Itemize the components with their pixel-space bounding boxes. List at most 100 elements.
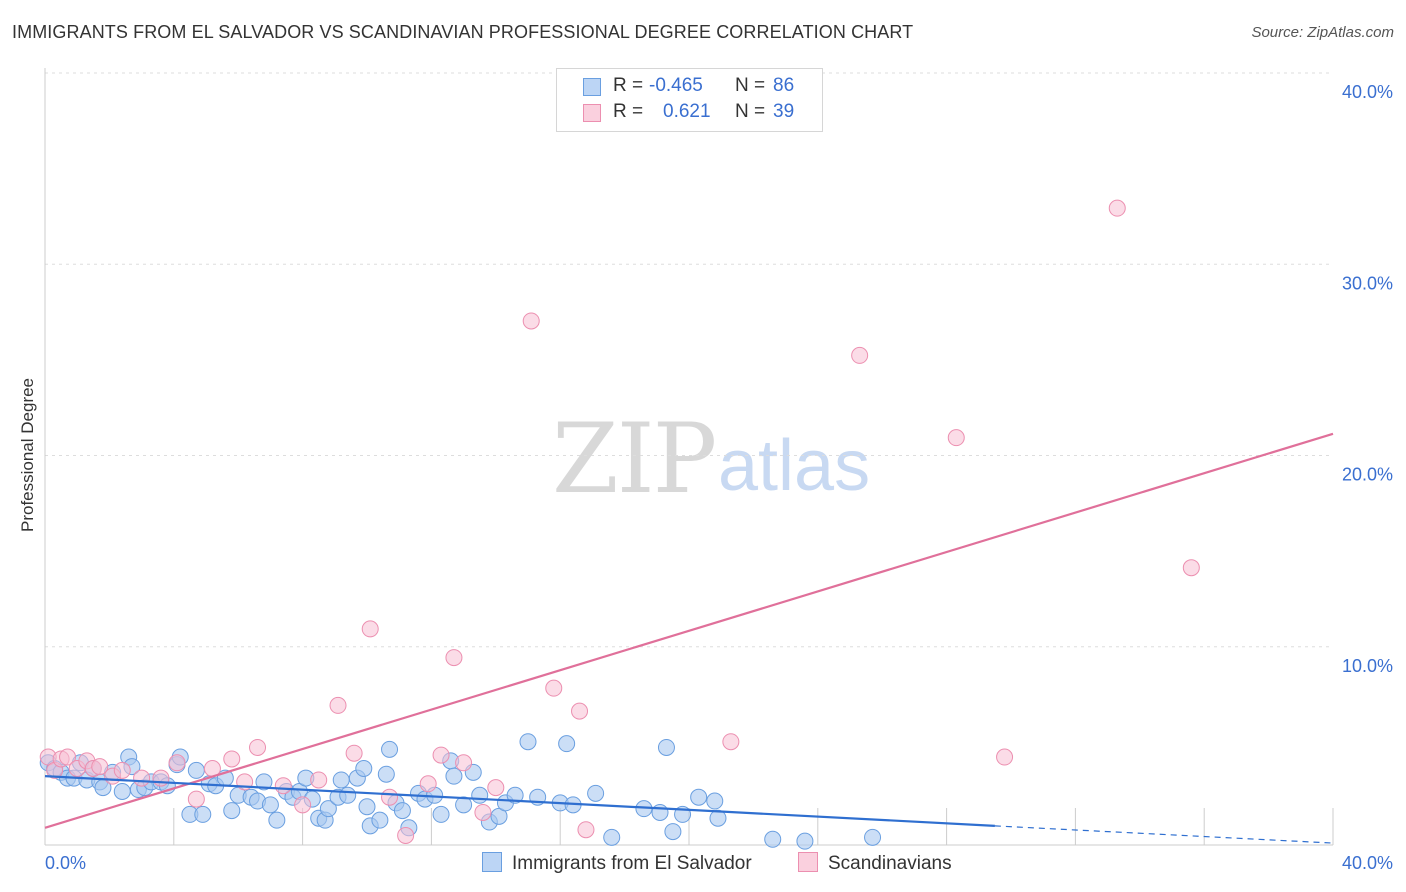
legend-r-value: -0.465 bbox=[649, 75, 703, 96]
bottom-legend-scandinavians: Scandinavians bbox=[798, 852, 952, 875]
data-point-el-salvador bbox=[223, 802, 241, 820]
data-point-el-salvador bbox=[187, 761, 205, 779]
data-point-scandinavians bbox=[168, 754, 186, 772]
data-point-scandinavians bbox=[187, 790, 205, 808]
data-point-scandinavians bbox=[381, 788, 399, 806]
data-point-scandinavians bbox=[223, 750, 241, 768]
data-point-scandinavians bbox=[455, 754, 473, 772]
grid-lines bbox=[45, 72, 1333, 648]
data-point-el-salvador bbox=[377, 765, 395, 783]
data-point-el-salvador bbox=[113, 782, 131, 800]
legend-r-label: R = bbox=[613, 75, 644, 96]
data-point-scandinavians bbox=[294, 796, 312, 814]
chart-title: IMMIGRANTS FROM EL SALVADOR VS SCANDINAV… bbox=[12, 22, 914, 42]
data-point-scandinavians bbox=[851, 346, 869, 364]
data-point-scandinavians bbox=[522, 312, 540, 330]
data-point-el-salvador bbox=[371, 811, 389, 829]
bottom-legend-swatch-pink bbox=[798, 852, 818, 872]
legend-n-value: 86 bbox=[773, 75, 795, 96]
bottom-legend-el-salvador: Immigrants from El Salvador bbox=[482, 852, 752, 875]
data-point-scandinavians bbox=[152, 769, 170, 787]
legend-r-label: R = bbox=[613, 101, 644, 122]
series-scandinavians-points bbox=[39, 199, 1200, 844]
data-point-scandinavians bbox=[1108, 199, 1126, 217]
bottom-legend-label: Scandinavians bbox=[828, 853, 952, 874]
data-point-scandinavians bbox=[487, 779, 505, 797]
data-point-el-salvador bbox=[194, 805, 212, 823]
legend-swatch-blue bbox=[583, 78, 601, 96]
data-point-scandinavians bbox=[397, 826, 415, 844]
data-point-scandinavians bbox=[361, 620, 379, 638]
data-point-el-salvador bbox=[651, 803, 669, 821]
data-point-el-salvador bbox=[764, 830, 782, 848]
data-point-el-salvador bbox=[339, 786, 357, 804]
legend-n-value: 39 bbox=[773, 101, 795, 122]
x-tick-label: 40.0% bbox=[1342, 853, 1393, 873]
data-point-scandinavians bbox=[545, 679, 563, 697]
data-point-scandinavians bbox=[133, 769, 151, 787]
data-point-scandinavians bbox=[345, 744, 363, 762]
data-point-scandinavians bbox=[274, 777, 292, 795]
data-point-scandinavians bbox=[1182, 559, 1200, 577]
data-point-el-salvador bbox=[261, 796, 279, 814]
data-point-scandinavians bbox=[310, 771, 328, 789]
data-point-scandinavians bbox=[577, 821, 595, 839]
data-point-scandinavians bbox=[59, 748, 77, 766]
data-point-el-salvador bbox=[709, 809, 727, 827]
watermark-atlas: atlas bbox=[718, 426, 871, 506]
data-point-el-salvador bbox=[506, 786, 524, 804]
data-point-el-salvador bbox=[358, 798, 376, 816]
data-point-scandinavians bbox=[445, 649, 463, 667]
data-point-scandinavians bbox=[947, 429, 965, 447]
data-point-scandinavians bbox=[329, 696, 347, 714]
y-tick-label: 20.0% bbox=[1342, 465, 1393, 485]
data-point-el-salvador bbox=[355, 760, 373, 777]
watermark-zip: ZIP bbox=[552, 403, 717, 515]
data-point-el-salvador bbox=[432, 805, 450, 823]
data-point-scandinavians bbox=[113, 761, 131, 779]
data-point-el-salvador bbox=[455, 796, 473, 814]
trend-line-el-salvador bbox=[44, 775, 995, 827]
data-point-el-salvador bbox=[381, 740, 399, 758]
source-label: Source: ZipAtlas.com bbox=[1251, 24, 1394, 41]
trend-line-el-salvador-extension bbox=[994, 825, 1334, 844]
legend-n-label: N = bbox=[735, 101, 766, 122]
legend-r-value: 0.621 bbox=[663, 101, 711, 122]
y-tick-label: 40.0% bbox=[1342, 82, 1393, 102]
y-tick-label: 30.0% bbox=[1342, 273, 1393, 293]
data-point-el-salvador bbox=[796, 832, 814, 850]
data-point-el-salvador bbox=[268, 811, 286, 829]
data-point-el-salvador bbox=[332, 771, 350, 789]
data-point-scandinavians bbox=[474, 803, 492, 821]
trend-lines bbox=[44, 432, 1334, 844]
x-tick-label: 0.0% bbox=[45, 853, 86, 873]
data-point-scandinavians bbox=[419, 775, 437, 793]
data-point-el-salvador bbox=[255, 773, 273, 791]
data-point-scandinavians bbox=[249, 738, 267, 756]
data-point-scandinavians bbox=[432, 746, 450, 764]
data-point-el-salvador bbox=[603, 828, 621, 846]
bottom-legend-swatch-blue bbox=[482, 852, 502, 872]
data-point-scandinavians bbox=[722, 733, 740, 751]
legend-swatch-pink bbox=[583, 104, 601, 122]
data-point-scandinavians bbox=[91, 758, 109, 776]
axes bbox=[44, 68, 1334, 846]
correlation-legend: R = -0.465 N = 86 R = 0.621 N = 39 bbox=[556, 68, 823, 132]
data-point-el-salvador bbox=[519, 733, 537, 751]
tick-labels: 10.0% 20.0% 30.0% 40.0% 0.0% 40.0% bbox=[45, 82, 1393, 873]
legend-n-label: N = bbox=[735, 75, 766, 96]
data-point-el-salvador bbox=[587, 784, 605, 802]
data-point-scandinavians bbox=[996, 748, 1014, 766]
data-point-el-salvador bbox=[393, 802, 411, 820]
data-point-el-salvador bbox=[558, 735, 576, 753]
data-point-el-salvador bbox=[664, 823, 682, 841]
y-tick-label: 10.0% bbox=[1342, 656, 1393, 676]
data-point-el-salvador bbox=[319, 800, 337, 818]
data-point-scandinavians bbox=[571, 702, 589, 720]
trend-line-scandinavians bbox=[44, 432, 1334, 829]
data-point-el-salvador bbox=[445, 767, 463, 785]
data-point-el-salvador bbox=[690, 788, 708, 806]
data-point-el-salvador bbox=[471, 786, 489, 804]
data-point-el-salvador bbox=[864, 828, 882, 846]
